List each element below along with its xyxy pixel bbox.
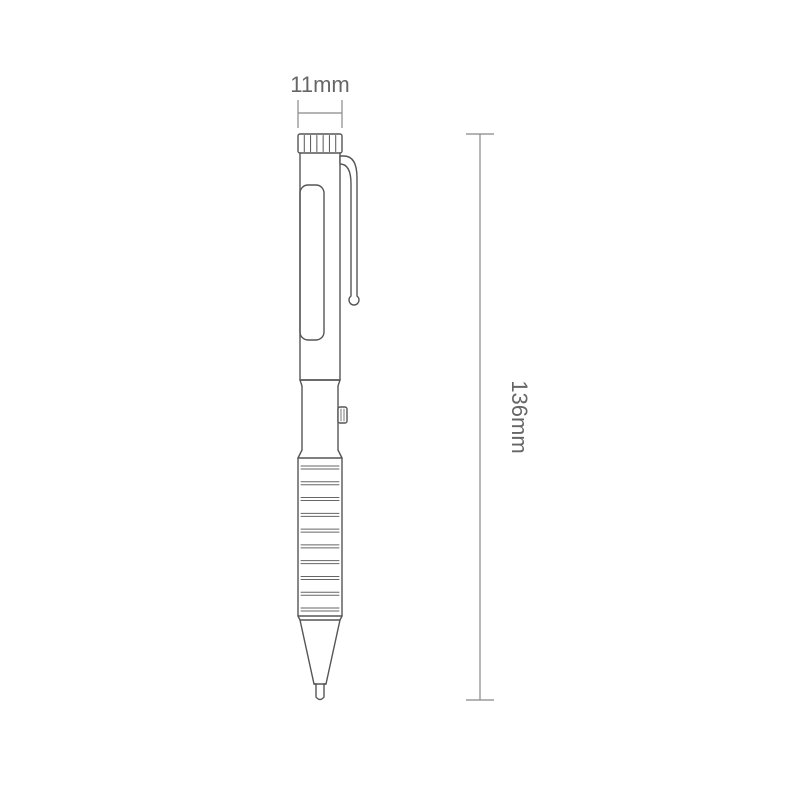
pen-dimension-diagram: 11mm 136mm [0,0,800,800]
width-dimension: 11mm [290,72,350,128]
height-label: 136mm [507,380,532,453]
height-dimension: 136mm [466,134,532,700]
pen-outline [298,134,359,700]
width-label: 11mm [290,72,350,97]
